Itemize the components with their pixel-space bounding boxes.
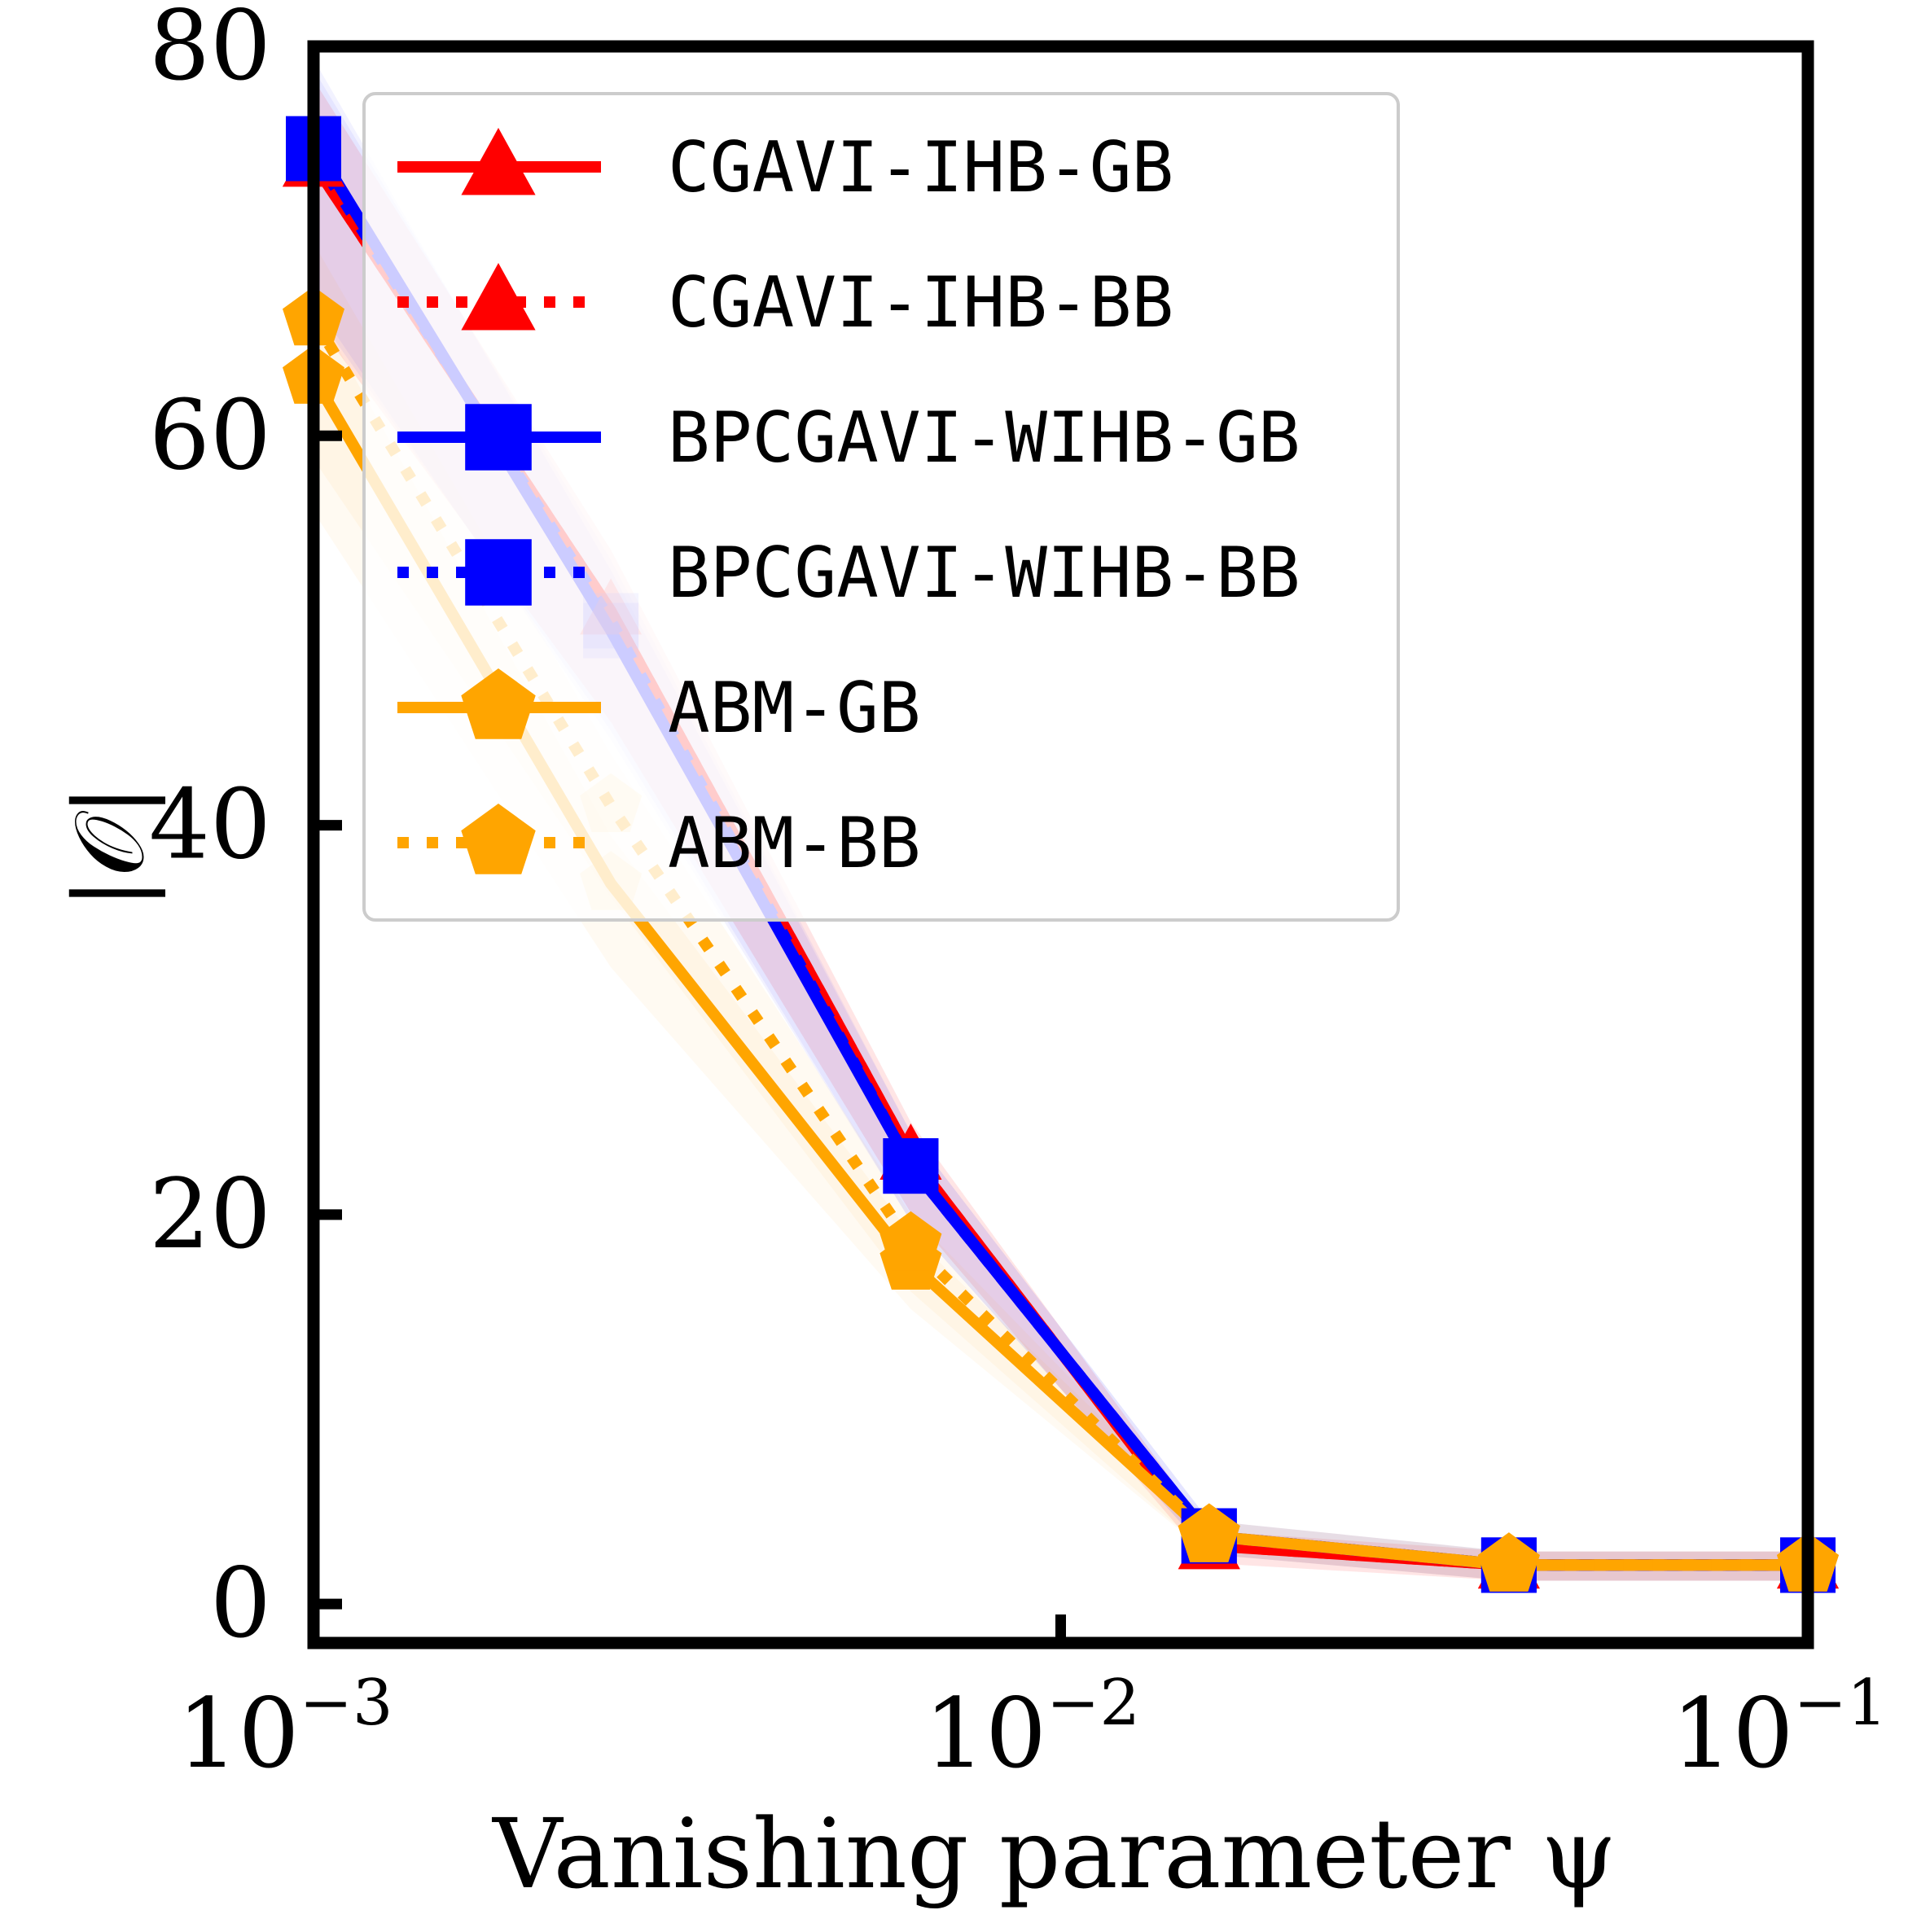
x-tick-label-0: 10−3 <box>177 1667 393 1790</box>
legend-label: ABM-GB <box>668 668 921 749</box>
legend-label: BPCGAVI-WIHB-BB <box>668 532 1301 614</box>
x-tick-label-1: 10−2 <box>924 1667 1140 1790</box>
legend-marker <box>465 404 532 471</box>
band-abm-gb <box>314 304 1808 1581</box>
legend-label: CGAVI-IHB-GB <box>668 127 1173 208</box>
legend-item-abm-gb: ABM-GB <box>397 668 921 749</box>
legend-box <box>362 92 1400 922</box>
y-tick-label-20: 20 <box>149 1158 271 1270</box>
legend-marker <box>461 128 536 195</box>
point-abm-bb-3 <box>1178 1503 1240 1562</box>
legend-item-cgavi-ihb-gb: CGAVI-IHB-GB <box>397 127 1173 208</box>
y-tick-label-80: 80 <box>149 0 271 102</box>
x-tick-label-2: 10−1 <box>1671 1667 1887 1790</box>
point-abm-bb-4 <box>1477 1532 1540 1592</box>
legend-marker <box>461 804 536 874</box>
confidence-bands <box>314 59 1808 1581</box>
y-tick-label-0: 0 <box>210 1547 271 1659</box>
y-tick-label-40: 40 <box>149 769 271 881</box>
legend-label: ABM-BB <box>668 803 921 884</box>
point-bpcgavi-wihb-bb-2 <box>883 1138 939 1194</box>
x-axis-label: Vanishing parameter ψ <box>491 1798 1616 1910</box>
legend-item-bpcgavi-wihb-gb: BPCGAVI-WIHB-GB <box>397 397 1301 479</box>
legend-marker <box>461 263 536 331</box>
axis-ticks: 0 20 40 60 80 10−3 10−2 10−1 <box>149 0 1888 1790</box>
y-tick-label-60: 60 <box>149 379 271 491</box>
legend-label: BPCGAVI-WIHB-GB <box>668 397 1301 479</box>
point-abm-bb-2 <box>879 1211 942 1271</box>
legend: CGAVI-IHB-GB CGAVI-IHB-BB BPCGAVI-WIHB-GB B… <box>362 92 1400 922</box>
y-axis-label: |𝒪| <box>53 784 165 909</box>
legend-marker <box>461 668 536 739</box>
legend-item-cgavi-ihb-bb: CGAVI-IHB-BB <box>397 262 1173 344</box>
legend-item-bpcgavi-wihb-bb: BPCGAVI-WIHB-BB <box>397 532 1301 614</box>
legend-item-abm-bb: ABM-BB <box>397 803 921 884</box>
legend-label: CGAVI-IHB-BB <box>668 262 1173 344</box>
legend-marker <box>465 539 532 606</box>
